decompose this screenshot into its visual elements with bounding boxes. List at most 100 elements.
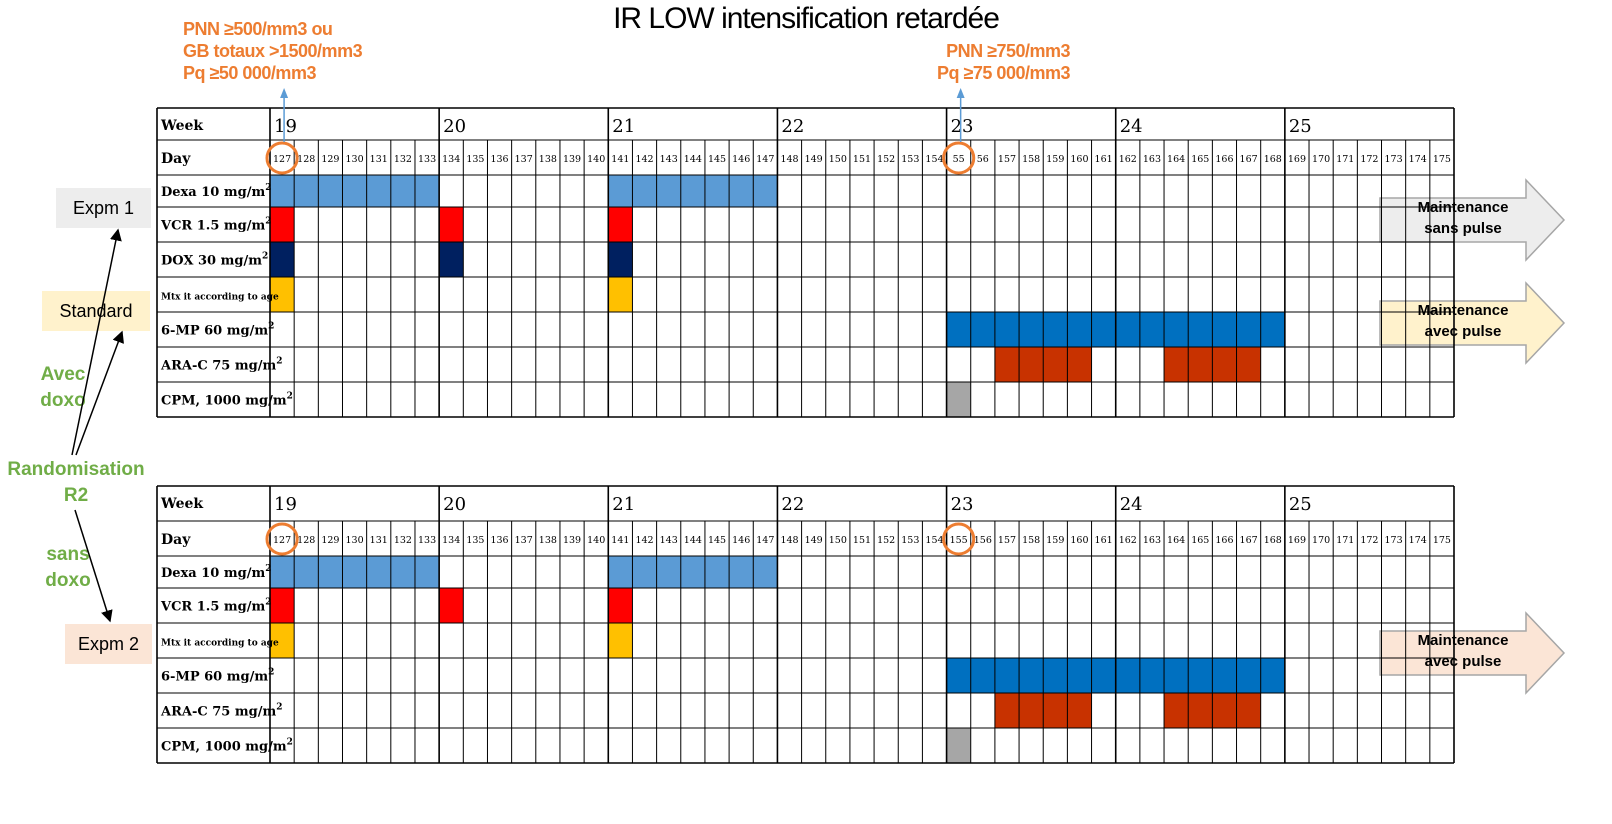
row-label: 6-MP 60 mg/m2: [161, 322, 274, 339]
dose-cell-arac: [1212, 347, 1237, 382]
dose-cell-dexa: [270, 556, 295, 588]
day-number: 145: [708, 154, 726, 165]
dose-cell-dexa: [414, 175, 440, 207]
row-label: CPM, 1000 mg/m2: [161, 392, 293, 409]
threshold-note-right: PNN ≥750/mm3 Pq ≥75 000/mm3: [932, 40, 1070, 84]
day-number: 163: [1143, 154, 1161, 165]
threshold-note-left: PNN ≥500/mm3 ou GB totaux >1500/mm3 Pq ≥…: [183, 18, 363, 84]
day-number: 135: [466, 154, 484, 165]
dose-cell-dexa: [270, 175, 295, 207]
dose-cell-mp6: [1091, 658, 1116, 693]
day-number: 138: [539, 154, 557, 165]
arrow-line: avec pulse: [1424, 653, 1502, 670]
day-highlight-circle: [265, 522, 299, 556]
dose-cell-mp6: [1019, 312, 1044, 347]
day-number: 137: [515, 535, 533, 546]
dose-cell-dexa: [680, 556, 705, 588]
dose-cell-dox: [608, 242, 633, 277]
dose-cell-mp6: [1115, 312, 1140, 347]
day-number: 173: [1385, 154, 1403, 165]
day-number: 149: [805, 154, 823, 165]
dose-cell-arac: [1043, 347, 1068, 382]
day-number: 165: [1191, 535, 1209, 546]
day-number: 169: [1288, 154, 1306, 165]
day-number: 167: [1240, 154, 1258, 165]
dose-cell-arac: [1019, 347, 1044, 382]
dose-cell-arac: [1043, 693, 1068, 728]
row-label-superscript: 2: [276, 357, 282, 367]
dose-cell-mp6: [1043, 658, 1068, 693]
dose-cell-dexa: [318, 175, 343, 207]
day-number: 146: [732, 154, 750, 165]
day-number: 154: [925, 535, 943, 546]
dose-cell-mp6: [994, 312, 1020, 347]
dose-cell-dexa: [294, 556, 319, 588]
day-number: 55: [953, 154, 965, 165]
dose-cell-arac: [994, 347, 1020, 382]
day-number: 171: [1336, 154, 1354, 165]
dose-cell-mp6: [970, 658, 995, 693]
day-number: 151: [853, 535, 871, 546]
day-number: 148: [780, 154, 798, 165]
dose-cell-mp6: [1260, 312, 1285, 347]
day-number: 153: [901, 154, 919, 165]
randomisation-arrows: [71, 228, 124, 623]
dose-cell-mtx: [608, 277, 633, 312]
randomisation-line: Randomisation: [7, 459, 145, 480]
week-number: 19: [274, 494, 297, 515]
week-number: 22: [781, 494, 804, 515]
day-number: 127: [273, 154, 291, 165]
dose-cell-mp6: [1067, 658, 1092, 693]
dose-cell-mp6: [1091, 312, 1116, 347]
day-number: 148: [780, 535, 798, 546]
dose-cell-dexa: [656, 175, 681, 207]
row-label-superscript: 2: [287, 738, 293, 748]
day-number: 154: [925, 154, 943, 165]
dose-cell-dexa: [729, 175, 754, 207]
day-number: 127: [273, 535, 291, 546]
row-label: CPM, 1000 mg/m2: [161, 738, 293, 755]
week-number: 25: [1289, 494, 1312, 515]
avec-doxo-label: Avec doxo: [28, 362, 98, 414]
row-label: ARA-C 75 mg/m2: [160, 703, 282, 720]
day-number: 159: [1046, 535, 1064, 546]
day-number: 138: [539, 535, 557, 546]
dose-cell-arac: [1067, 347, 1092, 382]
day-number: 142: [635, 154, 653, 165]
dose-cell-mp6: [1188, 658, 1213, 693]
day-number: 164: [1167, 154, 1185, 165]
day-number: 166: [1215, 535, 1233, 546]
dose-cell-dox: [270, 242, 295, 277]
dose-cell-arac: [1236, 347, 1261, 382]
dose-cell-arac: [1188, 693, 1213, 728]
dose-cell-arac: [1164, 693, 1189, 728]
dose-cell-dexa: [318, 556, 343, 588]
day-number: 137: [515, 154, 533, 165]
dose-cell-mp6: [970, 312, 995, 347]
dose-cell-dexa: [680, 175, 705, 207]
dose-cell-dexa: [704, 556, 730, 588]
day-highlight-circle: [942, 522, 976, 556]
dose-cell-arac: [1019, 693, 1044, 728]
dose-cell-mp6: [1188, 312, 1213, 347]
day-highlight-circle: [265, 141, 299, 175]
day-number: 142: [635, 535, 653, 546]
standard-label: Standard: [42, 291, 150, 331]
week-number: 21: [612, 116, 635, 137]
day-number: 147: [756, 535, 774, 546]
day-header-label: Day: [161, 151, 191, 167]
row-label-superscript: 2: [276, 703, 282, 713]
day-number: 146: [732, 535, 750, 546]
day-number: 140: [587, 154, 605, 165]
week-number: 24: [1120, 116, 1143, 137]
day-number: 161: [1095, 535, 1113, 546]
dose-cell-arac: [1212, 693, 1237, 728]
dose-cell-dexa: [632, 175, 657, 207]
dose-cell-vcr: [439, 207, 464, 242]
dose-cell-cpm: [946, 382, 971, 417]
day-number: 152: [877, 154, 895, 165]
dose-cell-dexa: [294, 175, 319, 207]
row-label: VCR 1.5 mg/m2: [160, 598, 272, 615]
dose-cell-mp6: [1236, 658, 1261, 693]
row-label-superscript: 2: [265, 183, 271, 193]
